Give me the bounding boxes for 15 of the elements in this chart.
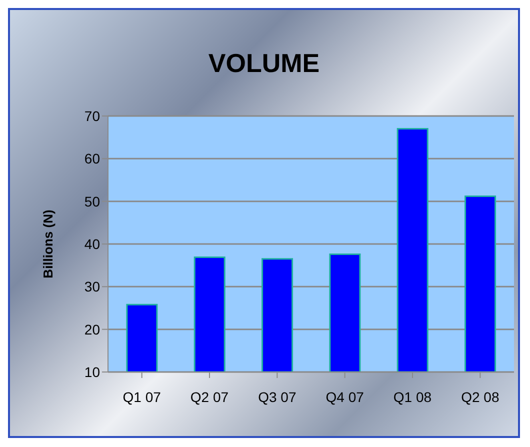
x-tick-label: Q1 08 <box>393 388 432 405</box>
y-tick-label: 10 <box>84 364 100 380</box>
x-tick-label: Q1 07 <box>122 388 162 405</box>
y-tick-label: 70 <box>84 108 100 124</box>
x-tick-label: Q4 07 <box>326 388 364 405</box>
x-tick-label: Q2 08 <box>461 388 500 405</box>
y-tick-label: 20 <box>84 321 100 338</box>
y-tick-label: 40 <box>84 236 100 252</box>
y-tick-label: 60 <box>84 150 100 167</box>
x-tick-label: Q2 07 <box>190 388 229 405</box>
y-tick-label: 50 <box>84 193 100 210</box>
y-axis-title: Billions (N) <box>40 210 56 278</box>
chart-title: VOLUME <box>207 48 321 79</box>
y-tick-label: 30 <box>84 278 100 295</box>
x-tick-label: Q3 07 <box>258 388 296 405</box>
